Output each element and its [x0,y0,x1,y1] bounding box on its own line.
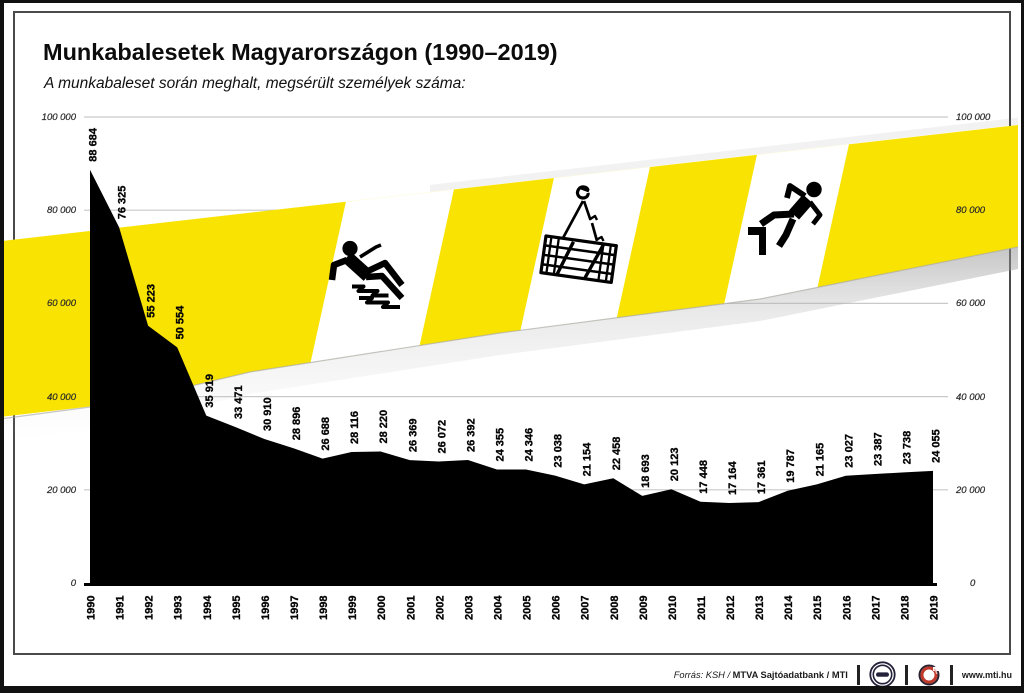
svg-text:28 220: 28 220 [378,410,390,444]
svg-text:17 164: 17 164 [727,460,739,495]
svg-text:2011: 2011 [696,596,708,620]
svg-text:2017: 2017 [870,596,882,620]
svg-text:1993: 1993 [173,596,185,620]
svg-text:30 910: 30 910 [262,397,274,431]
svg-text:2018: 2018 [900,596,912,620]
svg-text:20 000: 20 000 [955,485,986,496]
svg-text:2006: 2006 [551,596,563,620]
svg-text:76 325: 76 325 [117,186,129,220]
svg-text:1992: 1992 [144,596,156,620]
svg-text:20 000: 20 000 [46,485,77,496]
svg-text:23 387: 23 387 [872,432,884,466]
svg-text:26 392: 26 392 [465,418,477,452]
svg-text:2004: 2004 [493,595,505,620]
svg-text:24 355: 24 355 [495,428,507,462]
svg-text:2009: 2009 [638,596,650,620]
svg-text:1995: 1995 [231,596,243,620]
svg-text:0: 0 [71,578,77,589]
svg-text:1998: 1998 [318,596,330,620]
svg-text:21 165: 21 165 [814,443,826,477]
svg-text:2014: 2014 [783,595,795,620]
svg-text:26 688: 26 688 [320,417,332,451]
svg-text:2003: 2003 [463,596,475,620]
svg-text:2007: 2007 [580,596,592,620]
svg-text:22 458: 22 458 [611,437,623,471]
svg-text:24 055: 24 055 [931,429,943,463]
svg-text:23 038: 23 038 [553,434,565,468]
svg-text:2019: 2019 [929,596,941,620]
svg-text:28 896: 28 896 [291,407,303,441]
svg-text:17 448: 17 448 [698,460,710,494]
svg-text:88 684: 88 684 [88,127,100,162]
svg-text:2002: 2002 [434,596,446,620]
svg-text:2000: 2000 [376,596,388,620]
svg-text:33 471: 33 471 [233,385,245,419]
svg-text:2005: 2005 [522,596,534,620]
svg-text:100 000: 100 000 [956,112,991,123]
svg-text:26 369: 26 369 [407,418,419,452]
svg-text:1996: 1996 [260,596,272,620]
svg-text:2015: 2015 [812,596,824,620]
svg-text:2013: 2013 [754,596,766,620]
svg-text:23 738: 23 738 [902,431,914,465]
svg-text:2008: 2008 [609,596,621,620]
svg-text:60 000: 60 000 [956,298,986,309]
svg-text:100 000: 100 000 [42,112,77,123]
svg-text:2012: 2012 [725,596,737,620]
svg-text:21 154: 21 154 [582,442,594,477]
svg-text:24 346: 24 346 [524,428,536,462]
svg-text:80 000: 80 000 [956,205,986,216]
svg-text:1997: 1997 [289,596,301,620]
svg-text:17 361: 17 361 [756,460,768,494]
svg-text:0: 0 [970,578,976,589]
svg-text:1999: 1999 [347,596,359,620]
svg-text:26 072: 26 072 [436,420,448,454]
svg-text:80 000: 80 000 [47,205,77,216]
svg-text:2016: 2016 [841,596,853,620]
svg-text:60 000: 60 000 [47,298,77,309]
svg-text:1991: 1991 [115,596,127,620]
svg-text:40 000: 40 000 [956,392,986,403]
svg-text:2010: 2010 [667,596,679,620]
svg-text:2001: 2001 [405,596,417,620]
svg-text:50 554: 50 554 [175,305,187,340]
svg-text:1990: 1990 [86,596,98,620]
svg-text:1994: 1994 [202,595,214,620]
svg-text:19 787: 19 787 [785,449,797,483]
svg-text:23 027: 23 027 [843,434,855,468]
svg-text:20 123: 20 123 [669,448,681,482]
svg-text:28 116: 28 116 [349,411,361,444]
svg-text:40 000: 40 000 [47,392,77,403]
svg-text:35 919: 35 919 [204,374,216,408]
svg-text:18 693: 18 693 [640,454,652,488]
svg-text:55 223: 55 223 [146,284,158,318]
